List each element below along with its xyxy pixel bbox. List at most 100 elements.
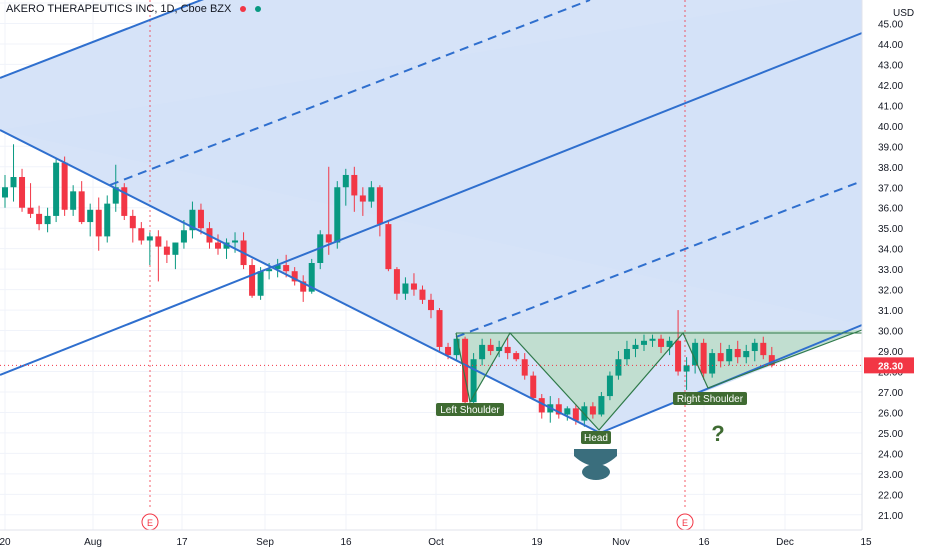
- time-tick-label: 19: [531, 537, 543, 548]
- candle-body: [606, 375, 613, 397]
- price-tick-label: 24.00: [878, 449, 903, 460]
- bowl-base-icon: [582, 464, 610, 480]
- price-tick-label: 35.00: [878, 224, 903, 235]
- right-shoulder-label-text: Right Shoulder: [677, 394, 744, 405]
- head-label-text: Head: [584, 433, 608, 444]
- candle-body: [112, 187, 119, 204]
- price-tick-label: 34.00: [878, 245, 903, 256]
- price-tick-label: 33.00: [878, 265, 903, 276]
- candle-body: [487, 344, 494, 352]
- candle-body: [223, 242, 230, 249]
- candle-body: [521, 359, 528, 376]
- price-tick-label: 43.00: [878, 60, 903, 71]
- candle-body: [683, 365, 690, 372]
- candle-body: [700, 342, 707, 374]
- candle-body: [649, 338, 656, 341]
- price-tick-label: 26.00: [878, 408, 903, 419]
- earnings-marker-text: E: [682, 518, 688, 528]
- candle-body: [44, 215, 51, 225]
- time-tick-label: 20: [0, 537, 11, 548]
- time-tick-label: Aug: [84, 537, 102, 548]
- drawing-layer: [0, 0, 862, 510]
- right-shoulder-label: Right Shoulder: [673, 392, 747, 405]
- candle-body: [632, 344, 639, 349]
- status-dot-icon: [240, 6, 247, 13]
- time-tick-label: 15: [860, 537, 872, 548]
- candle-body: [155, 236, 162, 247]
- status-dot-icon: [255, 6, 262, 13]
- candles: [2, 144, 775, 427]
- candle-body: [197, 209, 204, 229]
- candle-body: [734, 348, 741, 358]
- time-tick-label: 16: [340, 537, 352, 548]
- candle-body: [70, 191, 77, 210]
- candle-body: [163, 246, 170, 255]
- candle-body: [53, 162, 60, 216]
- candle-body: [453, 338, 460, 356]
- candle-body: [87, 209, 94, 223]
- candle-body: [538, 398, 545, 413]
- price-tick-label: 41.00: [878, 101, 903, 112]
- candle-body: [10, 177, 17, 188]
- candle-body: [36, 213, 43, 225]
- candle-body: [283, 265, 290, 272]
- candle-body: [146, 236, 153, 241]
- candle-body: [257, 271, 264, 296]
- candle-body: [385, 224, 392, 270]
- candle-body: [172, 242, 179, 255]
- time-axis: 20 Aug 17 Sep 16 Oct 19 Nov 16 Dec 15: [0, 529, 872, 550]
- candle-body: [760, 342, 767, 356]
- candle-body: [410, 283, 417, 290]
- candle-body: [445, 346, 452, 356]
- candle-body: [325, 234, 332, 243]
- candle-body: [564, 408, 571, 415]
- price-tick-label: 37.00: [878, 183, 903, 194]
- candle-body: [334, 187, 341, 243]
- pitchfork-lower-dashed: [455, 180, 863, 338]
- candle-body: [470, 359, 477, 403]
- candle-body: [402, 283, 409, 294]
- price-tick-label: 31.00: [878, 306, 903, 317]
- price-tick-label: 40.00: [878, 122, 903, 133]
- candle-body: [232, 240, 239, 243]
- candle-body: [555, 404, 562, 415]
- time-tick-label: Sep: [256, 537, 274, 548]
- candle-body: [726, 348, 733, 362]
- price-tick-label: 42.00: [878, 81, 903, 92]
- candle-body: [572, 408, 579, 421]
- price-tick-label: 39.00: [878, 142, 903, 153]
- candle-body: [215, 242, 221, 249]
- candle-body: [479, 344, 486, 360]
- chart-header: AKERO THERAPEUTICS INC, 1D, Cboe BZX: [6, 3, 262, 15]
- candle-body: [751, 342, 758, 352]
- time-axis-bg: [0, 530, 862, 550]
- last-price-text: 28.30: [878, 361, 903, 372]
- candle-body: [513, 353, 520, 360]
- time-tick-label: Nov: [612, 537, 630, 548]
- candle-body: [717, 353, 724, 362]
- candle-body: [300, 281, 307, 292]
- candle-body: [462, 338, 469, 403]
- candle-body: [709, 353, 716, 374]
- pitchfork-upper-line: [0, 0, 204, 79]
- candle-body: [589, 406, 596, 415]
- question-mark: ?: [711, 421, 724, 446]
- pitchfork-median-line: [0, 32, 863, 376]
- candle-body: [530, 375, 537, 399]
- price-tick-label: 29.00: [878, 347, 903, 358]
- pitchfork-lower-line: [0, 129, 601, 434]
- head-label-bg: [581, 431, 611, 444]
- candle-body: [666, 340, 673, 347]
- candle-body: [121, 187, 128, 216]
- price-tick-label: 30.00: [878, 327, 903, 338]
- candle-body: [291, 271, 298, 282]
- candle-body: [615, 359, 622, 376]
- candle-body: [249, 265, 256, 296]
- earnings-marker: E: [141, 513, 159, 531]
- candle-body: [2, 187, 8, 198]
- time-tick-label: Dec: [776, 537, 794, 548]
- candle-body: [598, 396, 605, 415]
- time-tick-label: Oct: [428, 537, 444, 548]
- candle-body: [768, 355, 775, 366]
